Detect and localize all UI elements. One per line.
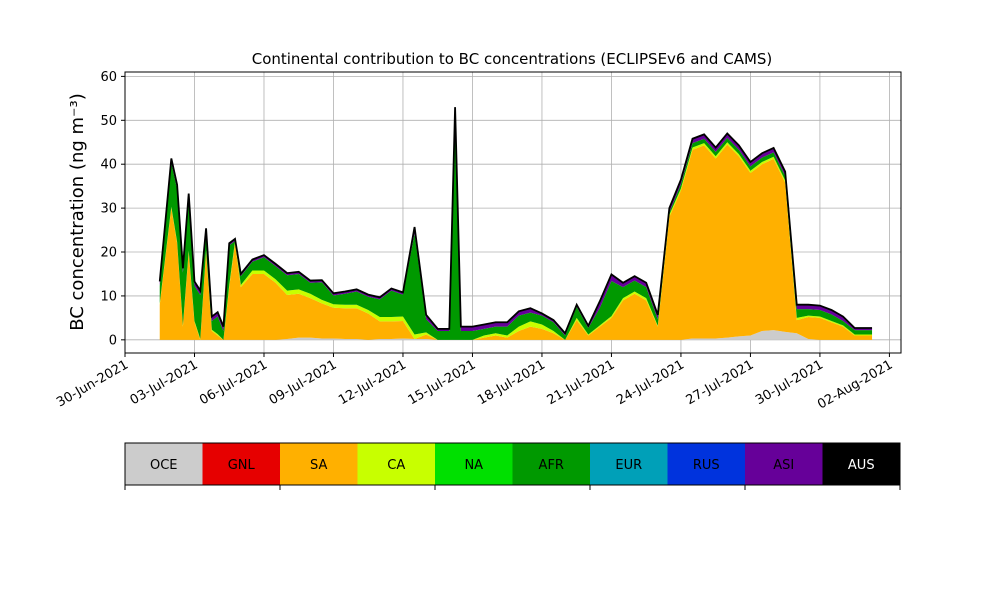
x-tick-label: 27-Jul-2021 xyxy=(684,357,757,408)
x-tick-label: 30-Jun-2021 xyxy=(54,357,131,410)
colorbar-swatch-na xyxy=(435,443,513,485)
x-tick-label: 24-Jul-2021 xyxy=(614,357,687,408)
colorbar-swatch-rus xyxy=(667,443,746,485)
x-tick-label: 21-Jul-2021 xyxy=(545,357,618,408)
x-axis: 30-Jun-202103-Jul-202106-Jul-202109-Jul-… xyxy=(54,353,895,413)
x-tick-label: 15-Jul-2021 xyxy=(406,357,479,408)
colorbar-swatch-afr xyxy=(512,443,591,485)
colorbar-label-aus: AUS xyxy=(848,458,875,473)
y-tick-label: 10 xyxy=(100,289,117,304)
colorbar-swatch-aus xyxy=(822,443,901,485)
y-axis-label: BC concentration (ng m⁻³) xyxy=(67,93,88,331)
y-tick-label: 20 xyxy=(100,246,117,261)
x-tick-label: 09-Jul-2021 xyxy=(267,357,340,408)
colorbar-frame xyxy=(124,442,901,486)
colorbar-label-gnl: GNL xyxy=(228,458,256,473)
colorbar-label-na: NA xyxy=(464,458,483,473)
x-tick-label: 02-Aug-2021 xyxy=(815,357,895,412)
plot-frame xyxy=(124,71,902,354)
colorbar-label-sa: SA xyxy=(310,458,327,473)
colorbar-label-asi: ASI xyxy=(773,458,794,473)
y-tick-label: 0 xyxy=(109,333,117,348)
chart-title: Continental contribution to BC concentra… xyxy=(252,50,773,68)
stacked-areas xyxy=(159,107,873,340)
colorbar-swatch-gnl xyxy=(202,443,281,485)
colorbar-label-afr: AFR xyxy=(539,458,564,473)
colorbar-swatch-eur xyxy=(590,443,668,485)
colorbar-label-eur: EUR xyxy=(615,458,642,473)
colorbar-swatch-asi xyxy=(745,443,823,485)
x-tick-label: 03-Jul-2021 xyxy=(128,357,201,408)
x-tick-label: 12-Jul-2021 xyxy=(336,357,409,408)
x-tick-label: 06-Jul-2021 xyxy=(197,357,270,408)
region-colorbar: OCE GNL SA CA NA AFR EUR RUS ASI AUS xyxy=(124,442,901,490)
colorbar-swatch-oce xyxy=(125,443,203,485)
y-tick-label: 50 xyxy=(100,114,117,129)
colorbar-label-ca: CA xyxy=(387,458,405,473)
y-tick-label: 30 xyxy=(100,202,117,217)
area-sa xyxy=(159,144,873,340)
colorbar-label-rus: RUS xyxy=(693,458,720,473)
y-tick-label: 40 xyxy=(100,158,117,173)
area-oce xyxy=(159,330,873,340)
grid-lines xyxy=(124,72,901,353)
colorbar-swatch-ca xyxy=(357,443,436,485)
colorbar-swatch-sa xyxy=(280,443,358,485)
y-axis: 0 10 20 30 40 50 60 xyxy=(100,70,125,348)
colorbar-label-oce: OCE xyxy=(150,458,178,473)
y-tick-label: 60 xyxy=(100,70,117,85)
x-tick-label: 18-Jul-2021 xyxy=(475,357,548,408)
total-line xyxy=(158,107,873,335)
